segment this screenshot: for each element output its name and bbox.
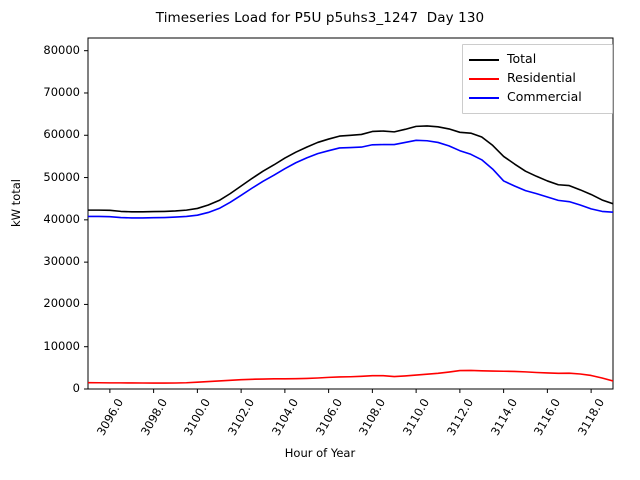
y-axis-label: kW total xyxy=(9,179,23,227)
chart-legend: Total Residential Commercial xyxy=(462,44,613,114)
chart-title: Timeseries Load for P5U p5uhs3_1247 Day … xyxy=(155,10,485,26)
y-tick-label: 40000 xyxy=(43,211,80,226)
legend-item-total: Total xyxy=(469,50,606,69)
series-line-total xyxy=(88,125,613,213)
legend-item-commercial: Commercial xyxy=(469,88,606,107)
y-tick-label: 20000 xyxy=(43,296,80,311)
legend-label: Commercial xyxy=(507,89,582,105)
series-line-commercial xyxy=(88,139,613,219)
axes-border xyxy=(87,37,614,390)
series-line-residential xyxy=(88,369,613,384)
x-axis-label: Hour of Year xyxy=(284,446,356,460)
y-tick-label: 10000 xyxy=(43,338,80,353)
y-tick-label: 50000 xyxy=(43,169,80,184)
legend-label: Residential xyxy=(507,70,576,86)
y-tick-label: 60000 xyxy=(43,127,80,142)
y-tick-label: 0 xyxy=(72,381,80,395)
y-tick-label: 80000 xyxy=(43,42,80,57)
y-tick-label: 70000 xyxy=(43,84,80,99)
legend-swatch-icon xyxy=(469,58,499,61)
legend-label: Total xyxy=(507,51,537,67)
series-lines xyxy=(88,125,613,384)
y-tick-label: 30000 xyxy=(43,254,80,269)
tick-marks xyxy=(84,50,592,393)
legend-item-residential: Residential xyxy=(469,69,606,88)
plot-frame xyxy=(87,37,614,390)
legend-swatch-icon xyxy=(469,77,499,80)
legend-swatch-icon xyxy=(469,96,499,99)
